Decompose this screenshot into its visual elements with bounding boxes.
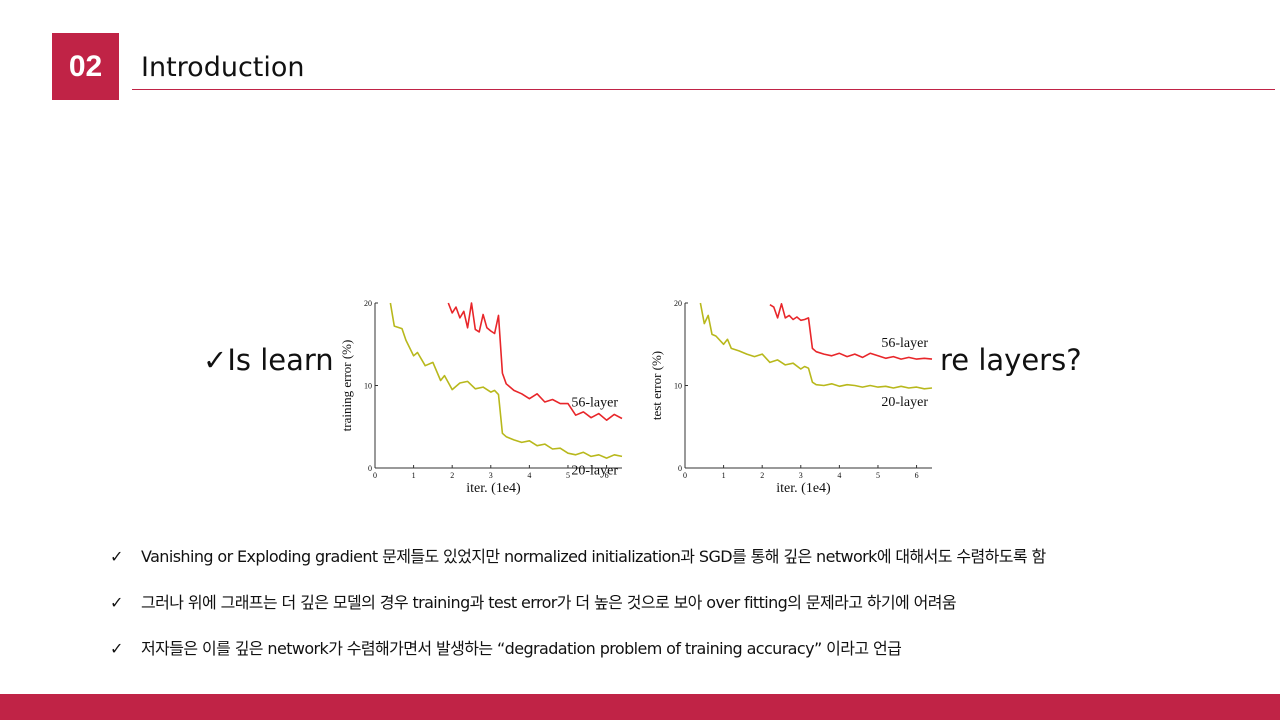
- x-tick-label: 6: [915, 471, 919, 480]
- bullet-item-3: ✓ 저자들은 이를 깊은 network가 수렴해가면서 발생하는 “degrad…: [110, 635, 902, 659]
- x-tick-label: 3: [489, 471, 493, 480]
- x-tick-label: 4: [527, 471, 531, 480]
- footer-bar: [0, 694, 1280, 720]
- series-line-20-layer: [699, 302, 933, 390]
- bullet-text: Vanishing or Exploding gradient 문제들도 있었지…: [141, 547, 1046, 566]
- x-tick-label: 1: [412, 471, 416, 480]
- series-label: 20-layer: [571, 463, 618, 478]
- y-tick-label: 10: [674, 382, 682, 391]
- series-line-20-layer: [389, 302, 623, 459]
- x-tick-label: 2: [760, 471, 764, 480]
- x-tick-label: 6: [605, 471, 609, 480]
- bullet-item-1: ✓ Vanishing or Exploding gradient 문제들도 있었…: [110, 543, 1046, 567]
- y-axis-label: test error (%): [649, 351, 664, 420]
- series-label: 56-layer: [881, 336, 928, 351]
- series-label: 20-layer: [881, 395, 928, 410]
- series-line-56-layer: [447, 302, 623, 421]
- x-tick-label: 2: [450, 471, 454, 480]
- test-error-chart-svg: 0 1 2 3 4 5 6 0 10 20 iter. (1e4) test error (%) 56-…: [649, 299, 933, 496]
- bullet-check-icon: ✓: [110, 639, 123, 658]
- y-tick-label: 20: [674, 299, 682, 308]
- x-tick-label: 1: [722, 471, 726, 480]
- x-tick-label: 4: [837, 471, 841, 480]
- bullet-check-icon: ✓: [110, 547, 123, 566]
- bullet-text: 그러나 위에 그래프는 더 깊은 모델의 경우 training과 test e…: [141, 593, 957, 612]
- x-tick-label: 5: [566, 471, 570, 480]
- y-tick-label: 0: [678, 464, 682, 473]
- bullet-text: 저자들은 이를 깊은 network가 수렴해가면서 발생하는 “degrada…: [141, 639, 902, 658]
- y-tick-label: 10: [364, 382, 372, 391]
- series-label: 56-layer: [571, 396, 618, 411]
- y-tick-label: 0: [368, 464, 372, 473]
- test-error-chart: 0 1 2 3 4 5 6 0 10 20 iter. (1e4) test error (%) 56-…: [645, 295, 940, 500]
- x-axis-label: iter. (1e4): [466, 481, 521, 496]
- page-title: Introduction: [141, 52, 305, 83]
- title-divider: [132, 89, 1275, 90]
- training-error-chart-svg: 0 1 2 3 4 5 6 0 10 20 iter. (1e4) training error (%…: [339, 299, 623, 496]
- question-line: ✓Is learni re layers?: [203, 343, 1083, 383]
- y-axis-label: training error (%): [339, 340, 354, 432]
- x-tick-label: 3: [799, 471, 803, 480]
- training-error-chart: 0 1 2 3 4 5 6 0 10 20 iter. (1e4) training error (%…: [335, 295, 630, 500]
- question-text-right: re layers?: [940, 343, 1082, 377]
- x-tick-label: 0: [373, 471, 377, 480]
- bullet-item-2: ✓ 그러나 위에 그래프는 더 깊은 모델의 경우 training과 test …: [110, 589, 957, 613]
- x-tick-label: 0: [683, 471, 687, 480]
- series-line-56-layer: [769, 303, 933, 360]
- section-number-badge: 02: [52, 33, 119, 100]
- x-axis-label: iter. (1e4): [776, 481, 831, 496]
- bullet-check-icon: ✓: [110, 593, 123, 612]
- x-tick-label: 5: [876, 471, 880, 480]
- question-text-left: Is learni: [227, 343, 342, 377]
- question-check-icon: ✓: [203, 343, 228, 377]
- y-tick-label: 20: [364, 299, 372, 308]
